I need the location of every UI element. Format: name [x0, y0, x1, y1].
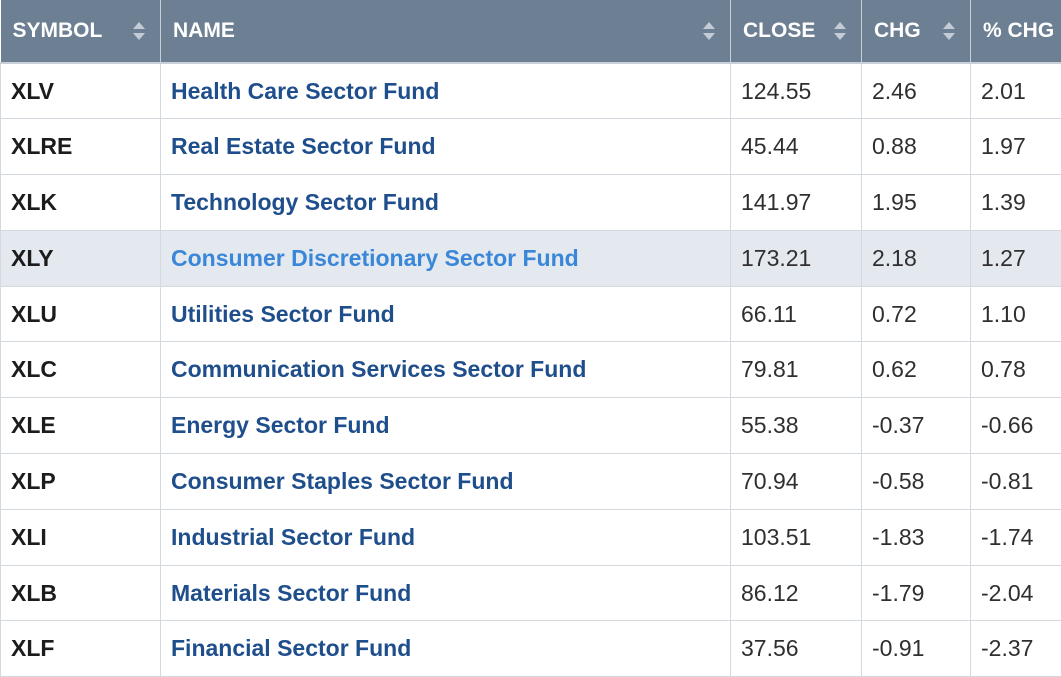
cell-chg: 2.18 [862, 230, 971, 286]
cell-symbol: XLV [1, 63, 161, 119]
fund-name-link[interactable]: Consumer Discretionary Sector Fund [171, 245, 579, 271]
table-row[interactable]: XLE Energy Sector Fund 55.38-0.37-0.66 [1, 398, 1061, 454]
cell-close: 103.51 [731, 509, 862, 565]
sort-arrows-icon[interactable] [833, 20, 847, 42]
fund-name-link[interactable]: Communication Services Sector Fund [171, 356, 586, 382]
cell-name: Energy Sector Fund [161, 398, 731, 454]
cell-close: 55.38 [731, 398, 862, 454]
fund-name-link[interactable]: Technology Sector Fund [171, 189, 439, 215]
sort-arrows-icon[interactable] [702, 20, 716, 42]
column-header-name[interactable]: NAME [161, 0, 731, 63]
fund-name-link[interactable]: Real Estate Sector Fund [171, 133, 436, 159]
cell-pct-chg: -0.66 [971, 398, 1061, 454]
cell-pct-chg: -2.37 [971, 621, 1061, 677]
cell-pct-chg: -1.74 [971, 509, 1061, 565]
cell-close: 37.56 [731, 621, 862, 677]
cell-name: Technology Sector Fund [161, 175, 731, 231]
cell-chg: 0.72 [862, 286, 971, 342]
cell-symbol: XLB [1, 565, 161, 621]
cell-chg: -0.58 [862, 454, 971, 510]
cell-chg: -1.83 [862, 509, 971, 565]
cell-pct-chg: 0.78 [971, 342, 1061, 398]
cell-pct-chg: 1.27 [971, 230, 1061, 286]
cell-close: 141.97 [731, 175, 862, 231]
cell-symbol: XLU [1, 286, 161, 342]
cell-symbol: XLC [1, 342, 161, 398]
column-header-label: CHG [874, 19, 921, 42]
column-header-label: % CHG [983, 19, 1054, 42]
table-row[interactable]: XLC Communication Services Sector Fund 79.… [1, 342, 1061, 398]
cell-symbol: XLE [1, 398, 161, 454]
cell-close: 173.21 [731, 230, 862, 286]
cell-close: 86.12 [731, 565, 862, 621]
cell-name: Consumer Discretionary Sector Fund [161, 230, 731, 286]
cell-symbol: XLF [1, 621, 161, 677]
fund-name-link[interactable]: Consumer Staples Sector Fund [171, 468, 514, 494]
cell-pct-chg: 1.97 [971, 119, 1061, 175]
fund-name-link[interactable]: Health Care Sector Fund [171, 78, 439, 104]
cell-pct-chg: 1.10 [971, 286, 1061, 342]
cell-chg: -0.91 [862, 621, 971, 677]
cell-symbol: XLY [1, 230, 161, 286]
column-header-label: CLOSE [743, 19, 815, 42]
cell-name: Consumer Staples Sector Fund [161, 454, 731, 510]
cell-pct-chg: -2.04 [971, 565, 1061, 621]
cell-pct-chg: -0.81 [971, 454, 1061, 510]
column-header-label: NAME [173, 19, 235, 42]
column-header-label: SYMBOL [13, 19, 103, 42]
fund-name-link[interactable]: Materials Sector Fund [171, 580, 411, 606]
table-header: SYMBOL NAME CLOSE CHG % CHG [1, 0, 1061, 63]
fund-name-link[interactable]: Energy Sector Fund [171, 412, 390, 438]
cell-pct-chg: 1.39 [971, 175, 1061, 231]
cell-name: Communication Services Sector Fund [161, 342, 731, 398]
cell-close: 45.44 [731, 119, 862, 175]
fund-name-link[interactable]: Utilities Sector Fund [171, 301, 395, 327]
cell-close: 124.55 [731, 63, 862, 119]
cell-symbol: XLP [1, 454, 161, 510]
cell-chg: 2.46 [862, 63, 971, 119]
column-header-symbol[interactable]: SYMBOL [1, 0, 161, 63]
cell-chg: 0.62 [862, 342, 971, 398]
cell-symbol: XLRE [1, 119, 161, 175]
cell-close: 70.94 [731, 454, 862, 510]
fund-name-link[interactable]: Industrial Sector Fund [171, 524, 415, 550]
column-header-chg[interactable]: CHG [862, 0, 971, 63]
cell-name: Materials Sector Fund [161, 565, 731, 621]
sort-arrows-icon[interactable] [942, 20, 956, 42]
cell-chg: 1.95 [862, 175, 971, 231]
table-row[interactable]: XLF Financial Sector Fund 37.56-0.91-2.37 [1, 621, 1061, 677]
cell-symbol: XLI [1, 509, 161, 565]
sort-arrows-icon[interactable] [132, 20, 146, 42]
cell-close: 66.11 [731, 286, 862, 342]
cell-close: 79.81 [731, 342, 862, 398]
cell-name: Health Care Sector Fund [161, 63, 731, 119]
table-row[interactable]: XLP Consumer Staples Sector Fund 70.94-0.5… [1, 454, 1061, 510]
cell-pct-chg: 2.01 [971, 63, 1061, 119]
cell-name: Industrial Sector Fund [161, 509, 731, 565]
fund-name-link[interactable]: Financial Sector Fund [171, 635, 411, 661]
cell-symbol: XLK [1, 175, 161, 231]
table-row[interactable]: XLI Industrial Sector Fund 103.51-1.83-1.7… [1, 509, 1061, 565]
table-row[interactable]: XLY Consumer Discretionary Sector Fund 173… [1, 230, 1061, 286]
cell-chg: -1.79 [862, 565, 971, 621]
column-header-pct-chg[interactable]: % CHG [971, 0, 1061, 63]
column-header-close[interactable]: CLOSE [731, 0, 862, 63]
cell-name: Utilities Sector Fund [161, 286, 731, 342]
cell-name: Financial Sector Fund [161, 621, 731, 677]
cell-chg: 0.88 [862, 119, 971, 175]
cell-chg: -0.37 [862, 398, 971, 454]
cell-name: Real Estate Sector Fund [161, 119, 731, 175]
table-row[interactable]: XLB Materials Sector Fund 86.12-1.79-2.04 [1, 565, 1061, 621]
